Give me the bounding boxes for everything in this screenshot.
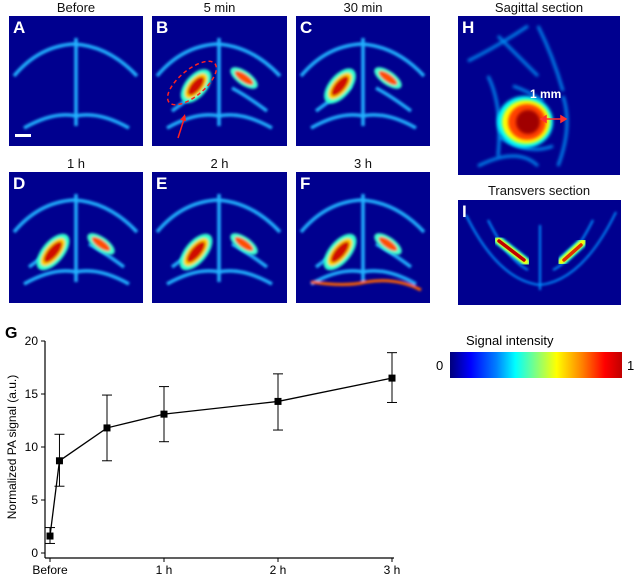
x-tick-label: 3 h [384,563,401,577]
colorbar-title: Signal intensity [466,333,554,348]
panel-title-e: 2 h [210,156,229,171]
x-tick-label: Before [32,563,68,577]
panel-label-f: F [300,174,311,193]
y-axis-label: Normalized PA signal (a.u.) [5,375,19,520]
panel-title-d: 1 h [66,156,86,171]
y-tick-label: 15 [25,387,39,401]
panel-title-h: Sagittal section [494,0,584,15]
panel-title-c: 30 min [343,0,383,15]
colorbar [450,352,622,378]
panel-label-h: H [462,18,475,37]
x-tick-label: 1 h [156,563,173,577]
image-panel-b: B [152,16,287,146]
image-panel-f: F [296,172,430,303]
panel-label-d: D [13,174,26,193]
data-point [388,374,396,382]
image-panel-e: E [152,172,287,303]
image-panel-h: H 1 mm [458,16,620,175]
y-tick-label: 20 [25,334,39,348]
panel-label-g: G [5,325,17,342]
y-tick-label: 10 [25,440,39,454]
colorbar-max-label: 1 [627,358,635,373]
data-point [55,457,63,465]
panel-label-b: B [156,18,169,37]
series-line [49,377,393,537]
scale-annotation: 1 mm [530,87,562,101]
data-point [46,532,54,540]
scale-arrow [539,114,568,124]
panel-label-a: A [13,18,26,37]
data-point [103,424,111,432]
data-point [160,410,168,418]
y-tick-label: 5 [31,493,38,507]
panel-label-e: E [156,174,168,193]
image-panel-i: I [458,200,621,305]
image-panel-d: D [9,172,143,303]
panel-label-i: I [462,202,467,221]
panel-title-b: 5 min [203,0,236,15]
image-panel-a: A [9,16,143,146]
colorbar-min-label: 0 [436,358,444,373]
y-tick-label: 0 [31,546,38,560]
panel-title-i: Transvers section [487,183,591,198]
panel-label-c: C [300,18,313,37]
panel-title-f: 3 h [353,156,373,171]
image-panel-c: C [296,16,430,146]
data-point [274,397,282,405]
panel-title-a: Before [56,0,96,15]
x-tick-label: 2 h [270,563,287,577]
line-chart: 0 5 10 15 20 Before 1 h 2 h 3 h Normalized PA sig… [5,325,401,577]
